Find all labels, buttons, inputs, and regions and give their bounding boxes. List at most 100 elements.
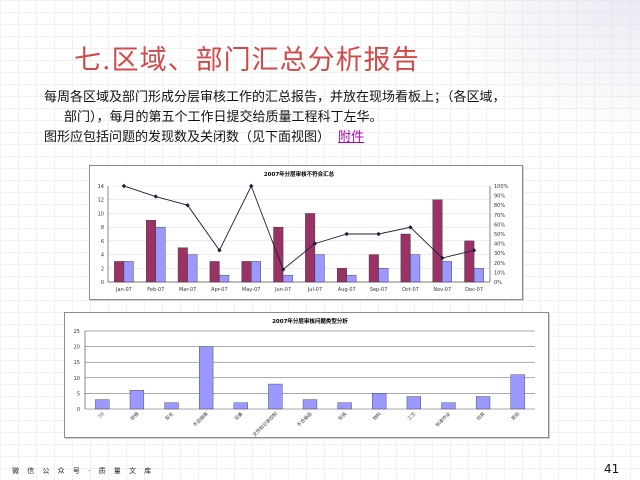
chart1-bar-found (432, 199, 443, 283)
chart1-ratio-line (123, 184, 475, 271)
chart1-x-tick: Jan-07 (115, 287, 132, 293)
chart2-bar (337, 402, 352, 410)
chart1-ratio-point (280, 267, 286, 272)
chart1-bar-found (400, 233, 411, 283)
chart2-bar (95, 399, 110, 410)
chart1-ratio-point (217, 248, 222, 253)
chart2-bar (233, 402, 248, 410)
slide-title: 七.区域、部门汇总分析报告 (74, 45, 420, 76)
chart1-bar-found (464, 240, 475, 283)
corner-decoration (420, 0, 640, 140)
chart1-x-tick: May-07 (242, 287, 260, 293)
page-number: 41 (604, 462, 620, 476)
chart1-x-tick: Jul-07 (307, 287, 322, 293)
chart2-x-tick: 5S (97, 411, 106, 420)
chart1-y-right-tick: 10% (494, 270, 505, 276)
chart1-bar-found (209, 261, 220, 283)
chart2-y-tick: 15 (74, 360, 80, 366)
chart2-bar (441, 402, 456, 410)
chart1-ratio-point (185, 203, 190, 208)
chart2-bar (302, 399, 318, 410)
chart1-y-right-tick: 60% (494, 222, 505, 228)
chart2-x-tick: 不合格品 (295, 410, 313, 428)
issue-type-chart-svg: 2007年分层审核问题类型分析 0 5 10 15 20 25 5S 防错 安全 不良隔离 设备 文件和… (74, 317, 535, 438)
chart2-y-tick: 25 (74, 329, 80, 335)
chart1-ratio-point (121, 183, 127, 189)
chart1-title: 2007年分层审核不符合汇总 (264, 170, 335, 178)
chart2-x-tick: 安全 (163, 410, 175, 422)
chart1-y-tick: 2 (101, 266, 104, 272)
chart1-y-right-tick: 30% (494, 251, 505, 257)
chart2-y-tick: 5 (77, 391, 80, 397)
chart1-x-tick: Nov-07 (433, 287, 451, 293)
chart1-x-tick: Jun-07 (274, 287, 291, 293)
chart2-x-tick: 不良隔离 (192, 410, 210, 428)
chart1-y-tick: 10 (98, 211, 104, 217)
chart1-bar-found (368, 254, 379, 283)
chart1-x-tick: Dec-07 (465, 287, 483, 293)
chart2-y-tick: 0 (77, 407, 80, 413)
chart1-y-tick: 12 (98, 198, 104, 204)
chart2-x-tick: 包装 (337, 410, 349, 422)
chart2-y-tick: 20 (74, 345, 80, 351)
issue-type-chart: 2007年分层审核问题类型分析 0 5 10 15 20 25 5S 防错 安全 不良隔离 设备 文件和… (64, 312, 549, 438)
chart1-bar-found (177, 247, 188, 283)
chart2-x-tick: 标准作业 (434, 410, 452, 428)
chart1-bar-closed (314, 254, 325, 283)
chart1-bar-found (114, 261, 125, 283)
chart1-bar-found (241, 261, 252, 283)
chart1-bar-found (146, 220, 156, 283)
monthly-chart-svg: 2007年分层审核不符合汇总 0 2 4 6 8 10 12 14 0% 10% 20% 30% 40% 5… (98, 170, 509, 293)
chart1-ratio-point (376, 231, 381, 237)
chart1-y-right-tick: 100% (494, 184, 509, 190)
chart2-bar (199, 346, 214, 410)
chart2-bar (268, 383, 283, 410)
chart2-x-tick: 其他 (510, 410, 522, 422)
chart2-y-tick: 10 (74, 376, 80, 382)
chart1-ratio-point (249, 183, 254, 189)
chart1-bar-closed (442, 261, 453, 283)
chart1-y-tick: 8 (101, 225, 104, 231)
chart1-y-right-tick: 20% (494, 261, 505, 267)
chart1-bar-closed (410, 254, 421, 283)
chart1-y-right-tick: 40% (494, 242, 505, 248)
monthly-nonconformity-chart: 2007年分层审核不符合汇总 0 2 4 6 8 10 12 14 0% 10% 20% 30% 40% 5… (89, 165, 523, 300)
chart1-bar-closed (251, 261, 262, 283)
chart2-bar (406, 396, 421, 410)
chart2-x-tick: 防错 (129, 410, 141, 422)
chart2-bar (372, 393, 387, 410)
chart2-x-tick: 文件和记录控制 (251, 410, 279, 437)
chart1-y-tick: 14 (98, 184, 104, 190)
footer-text: 微 信 公 众 号 · 质 量 文 库 (12, 467, 155, 475)
chart2-bar (475, 396, 491, 410)
chart1-bar-closed (123, 261, 134, 283)
chart1-y-tick: 0 (101, 280, 104, 286)
chart1-y-right-tick: 0% (494, 280, 502, 286)
chart1-y-right-tick: 50% (494, 232, 505, 238)
chart1-bar-found (336, 268, 347, 283)
chart1-y-tick: 6 (101, 239, 104, 245)
chart1-bar-found (273, 226, 284, 283)
body-line-1: 每周各区域及部门形成分层审核工作的汇总报告，并放在现场看板上；（各区域， (44, 90, 506, 105)
chart1-ratio-point (471, 248, 477, 253)
chart2-bar (164, 402, 179, 410)
chart1-bar-closed (187, 254, 198, 283)
chart1-ratio-point (344, 231, 349, 237)
attachment-link[interactable]: 附件 (338, 130, 365, 145)
chart2-bar (510, 374, 525, 410)
chart1-bar-closed (473, 268, 484, 283)
chart2-x-tick: 物料 (371, 410, 383, 422)
chart1-y-right-tick: 80% (494, 203, 505, 209)
chart2-x-tick: 检具 (475, 410, 487, 422)
chart1-x-tick: Oct-07 (402, 287, 419, 293)
chart1-x-tick: Sep-07 (370, 287, 388, 293)
chart2-x-tick: 设备 (233, 410, 245, 422)
chart1-bar-closed (282, 274, 293, 283)
chart1-y-tick: 4 (101, 253, 104, 259)
chart1-x-tick: Aug-07 (338, 287, 356, 293)
chart1-x-tick: Apr-07 (211, 287, 228, 293)
chart1-bar-closed (155, 226, 166, 283)
chart1-y-right-tick: 70% (494, 213, 505, 219)
chart1-y-right-tick: 90% (494, 194, 505, 200)
chart1-bar-closed (378, 268, 389, 283)
